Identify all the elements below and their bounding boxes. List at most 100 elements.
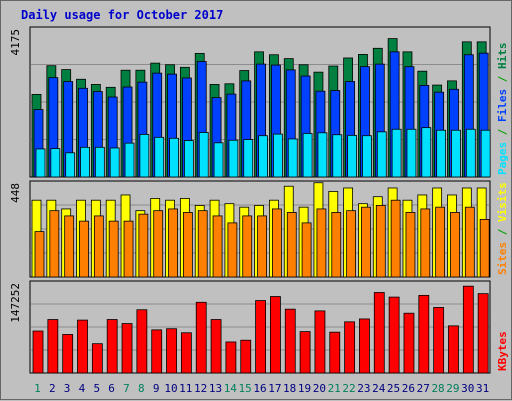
bar-sites-day-23 <box>361 206 371 278</box>
panel-kbytes-ylabel: KBytes <box>496 331 509 371</box>
bar-kbytes-day-1 <box>32 330 44 374</box>
bar-sites-day-5 <box>93 215 104 278</box>
day-label-29: 29 <box>446 382 459 395</box>
bar-pages-day-8 <box>139 134 150 178</box>
bar-sites-day-16 <box>257 215 267 278</box>
bar-pages-day-26 <box>406 128 417 178</box>
day-label-14: 14 <box>224 382 238 395</box>
day-label-19: 19 <box>298 382 311 395</box>
bar-pages-day-5 <box>94 146 105 178</box>
bar-pages-day-28 <box>436 129 447 178</box>
panel-kbytes-axis-max-label: 147252 <box>9 283 22 323</box>
bar-kbytes-day-31 <box>477 293 489 374</box>
bar-pages-day-19 <box>302 133 313 178</box>
bar-pages-day-31 <box>480 129 491 178</box>
bar-sites-day-2 <box>49 210 60 278</box>
day-label-2: 2 <box>49 382 56 395</box>
day-label-23: 23 <box>357 382 370 395</box>
bar-kbytes-day-3 <box>62 334 74 374</box>
bar-kbytes-day-24 <box>373 292 385 374</box>
bar-kbytes-day-21 <box>329 331 341 374</box>
bar-sites-day-21 <box>331 212 342 278</box>
bar-sites-day-27 <box>420 208 431 278</box>
bar-sites-day-29 <box>450 212 460 278</box>
bar-sites-day-28 <box>435 206 446 278</box>
bar-sites-day-17 <box>272 208 282 278</box>
day-label-4: 4 <box>79 382 86 395</box>
bar-kbytes-day-7 <box>121 323 133 374</box>
ylabel-part: Pages <box>496 142 509 175</box>
bar-kbytes-day-5 <box>91 343 103 374</box>
bar-kbytes-day-17 <box>270 296 281 374</box>
bar-pages-day-27 <box>421 127 432 178</box>
bar-sites-day-11 <box>182 212 193 278</box>
panel-hits_files_pages-ylabel: Pages / Files / Hits <box>496 43 509 176</box>
day-label-31: 31 <box>476 382 489 395</box>
day-label-17: 17 <box>268 382 281 395</box>
bar-pages-day-30 <box>465 128 476 178</box>
bar-kbytes-day-29 <box>448 325 459 374</box>
bar-pages-day-23 <box>362 135 372 178</box>
bar-kbytes-day-14 <box>225 341 237 374</box>
day-label-9: 9 <box>153 382 160 395</box>
bar-sites-day-4 <box>79 220 89 278</box>
bar-kbytes-day-4 <box>77 319 88 374</box>
bar-sites-day-12 <box>197 210 208 278</box>
day-label-6: 6 <box>108 382 115 395</box>
bar-kbytes-day-27 <box>418 294 430 374</box>
day-label-7: 7 <box>123 382 130 395</box>
ylabel-part: KBytes <box>496 331 509 371</box>
day-label-1: 1 <box>34 382 41 395</box>
bar-sites-day-25 <box>390 199 401 278</box>
bar-sites-day-22 <box>346 210 357 278</box>
day-label-25: 25 <box>387 382 400 395</box>
bar-kbytes-day-10 <box>166 328 177 374</box>
day-label-27: 27 <box>417 382 430 395</box>
bar-kbytes-day-20 <box>314 310 326 374</box>
bar-pages-day-3 <box>65 152 76 178</box>
bar-pages-day-15 <box>243 139 254 178</box>
panel-visits_sites-ylabel: Sites / Visits <box>496 182 509 275</box>
bar-kbytes-day-22 <box>344 321 356 374</box>
bar-kbytes-day-23 <box>359 318 370 374</box>
bar-pages-day-2 <box>50 148 61 178</box>
bar-pages-day-9 <box>154 136 165 178</box>
bar-kbytes-day-9 <box>151 329 163 374</box>
bar-sites-day-20 <box>316 208 327 278</box>
bar-pages-day-22 <box>347 134 358 178</box>
bar-pages-day-7 <box>124 142 135 178</box>
bar-pages-day-12 <box>198 132 209 178</box>
panel-hits_files_pages-axis-max-label: 4175 <box>9 29 22 56</box>
day-label-11: 11 <box>179 382 192 395</box>
bar-sites-day-1 <box>34 231 45 278</box>
bar-kbytes-day-6 <box>106 319 118 374</box>
bar-kbytes-day-15 <box>240 339 252 374</box>
bar-pages-day-6 <box>109 147 120 178</box>
day-label-10: 10 <box>164 382 177 395</box>
bar-kbytes-day-18 <box>284 308 296 374</box>
bar-pages-day-10 <box>169 137 179 178</box>
day-label-8: 8 <box>138 382 145 395</box>
panel-visits_sites-axis-max-label: 448 <box>9 183 22 203</box>
ylabel-part: Visits <box>496 182 509 222</box>
bar-sites-day-15 <box>242 215 253 278</box>
day-label-3: 3 <box>64 382 71 395</box>
bar-sites-day-8 <box>138 213 149 278</box>
bar-pages-day-14 <box>228 139 239 178</box>
bar-pages-day-17 <box>273 133 283 178</box>
ylabel-part: / <box>496 69 509 89</box>
bar-sites-day-26 <box>405 212 416 278</box>
bar-pages-day-16 <box>258 135 268 178</box>
day-label-21: 21 <box>328 382 341 395</box>
bar-pages-day-20 <box>317 132 328 178</box>
bar-pages-day-4 <box>80 146 90 178</box>
ylabel-part: Hits <box>496 43 509 70</box>
day-label-18: 18 <box>283 382 296 395</box>
day-label-28: 28 <box>431 382 444 395</box>
day-label-12: 12 <box>194 382 207 395</box>
day-label-24: 24 <box>372 382 386 395</box>
bar-kbytes-day-25 <box>388 296 400 374</box>
bar-pages-day-13 <box>213 142 224 178</box>
ylabel-part: / <box>496 222 509 242</box>
